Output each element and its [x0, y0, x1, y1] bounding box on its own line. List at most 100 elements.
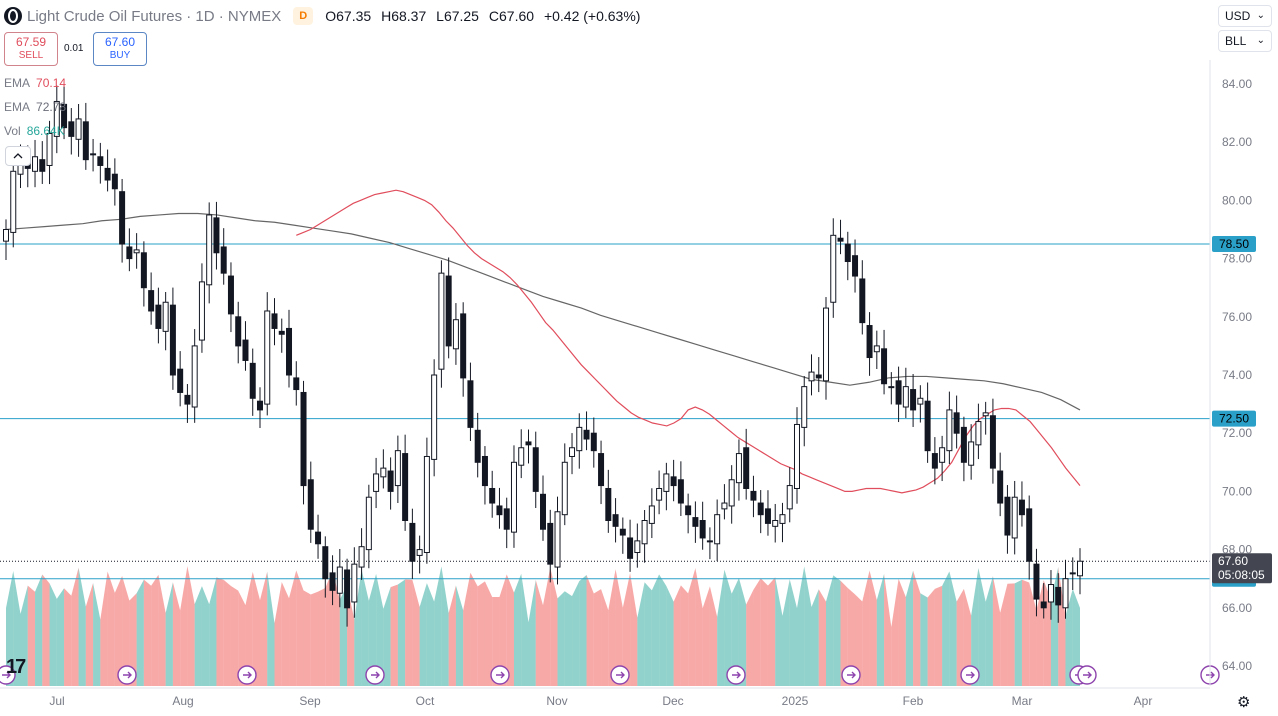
- data-badge[interactable]: D: [293, 7, 314, 25]
- chevron-up-icon: [13, 153, 23, 159]
- indicator-ema-fast[interactable]: EMA 70.14: [4, 76, 67, 90]
- candle: [496, 487, 503, 529]
- volume-segment: [289, 570, 297, 686]
- time-tick-label: Oct: [416, 694, 435, 708]
- gear-icon[interactable]: ⚙: [1237, 694, 1251, 711]
- candle: [1033, 548, 1040, 617]
- volume-segment: [644, 582, 652, 686]
- candles: [3, 85, 1083, 627]
- volume-segment: [441, 566, 449, 686]
- candle: [336, 549, 343, 608]
- level-label: 78.50: [1219, 237, 1249, 251]
- unit-select[interactable]: BLL ⌄: [1218, 30, 1272, 52]
- collapse-indicators-button[interactable]: [5, 146, 31, 166]
- candle: [111, 158, 118, 206]
- candle: [126, 228, 133, 272]
- volume-segment: [78, 567, 86, 686]
- candle: [946, 391, 953, 465]
- volume-segment: [339, 585, 348, 686]
- volume-segment: [760, 578, 768, 686]
- tradingview-logo-icon[interactable]: 17: [6, 656, 26, 678]
- volume-segment: [666, 585, 674, 686]
- volume-segment: [42, 574, 50, 686]
- arrow-right-circle-icon: [1077, 665, 1097, 685]
- symbol-logo-icon: [4, 7, 22, 25]
- candle: [757, 490, 764, 534]
- time-axis[interactable]: Jul Aug Sep Oct Nov Dec 2025 Feb Mar Apr: [0, 687, 1210, 708]
- volume-segment: [49, 583, 57, 686]
- price-axis[interactable]: 84.00 82.00 80.00 78.00 76.00 74.00 72.00 70.00…: [1209, 60, 1252, 686]
- candle: [844, 231, 851, 281]
- volume-segment: [165, 582, 173, 686]
- candle: [576, 413, 583, 469]
- candle: [68, 108, 75, 155]
- buy-price: 67.60: [104, 35, 136, 49]
- candle: [895, 366, 902, 423]
- volume-segment: [847, 587, 856, 686]
- volume-segment: [891, 578, 899, 686]
- volume-segment: [898, 578, 906, 686]
- arrow-right-circle-icon: [365, 665, 385, 685]
- price-tick-label: 82.00: [1222, 135, 1252, 149]
- ema-lines: [5, 189, 1081, 494]
- volume-segment: [354, 569, 362, 686]
- sell-button[interactable]: 67.59 SELL: [4, 32, 58, 66]
- candle: [177, 351, 184, 407]
- volume-segment: [949, 571, 957, 686]
- volume-segment: [499, 574, 507, 686]
- last-price-label: 67.60: [1218, 554, 1248, 568]
- volume-segment: [27, 585, 36, 686]
- volume-segment: [586, 575, 594, 686]
- volume-segment: [971, 567, 979, 686]
- candle: [148, 272, 155, 325]
- candle: [97, 142, 104, 184]
- candle: [881, 329, 888, 395]
- volume-segment: [252, 571, 260, 686]
- volume-segment: [6, 570, 14, 686]
- candle: [380, 449, 387, 489]
- candle: [481, 446, 488, 505]
- candle: [46, 120, 53, 185]
- volume-segment: [985, 576, 993, 686]
- candle: [1077, 548, 1083, 595]
- arrow-right-circle-icon: [726, 665, 746, 685]
- candle: [888, 372, 895, 405]
- volume-segment: [477, 581, 485, 686]
- candle: [612, 498, 619, 543]
- currency-select[interactable]: USD ⌄: [1218, 5, 1272, 27]
- indicator-ema-slow[interactable]: EMA 72.78: [4, 100, 67, 114]
- buy-button[interactable]: 67.60 BUY: [93, 32, 147, 66]
- volume-segment: [426, 583, 435, 686]
- volume-segment: [274, 581, 282, 686]
- candle: [467, 362, 474, 441]
- arrow-right-circle-icon: [841, 665, 861, 685]
- candle: [583, 411, 590, 451]
- indicator-volume[interactable]: Vol 86.64K: [4, 124, 65, 138]
- candle: [677, 461, 684, 516]
- candle: [155, 287, 162, 344]
- volume-segment: [361, 569, 369, 686]
- volume-segment: [746, 589, 754, 686]
- candle: [648, 488, 655, 539]
- candle: [982, 401, 989, 435]
- arrow-right-circle-icon: [490, 665, 510, 685]
- candle: [808, 354, 815, 396]
- volume-segment: [593, 589, 602, 686]
- volume-segment: [753, 578, 761, 686]
- volume-segment: [884, 573, 892, 686]
- volume-segment: [332, 570, 340, 686]
- candle: [627, 519, 634, 572]
- candle: [634, 523, 641, 568]
- volume-segment: [688, 568, 696, 686]
- candle: [90, 138, 97, 172]
- volume-segment: [789, 579, 797, 686]
- volume-segment: [1021, 579, 1030, 686]
- volume-segment: [455, 585, 464, 686]
- time-tick-label: Apr: [1134, 694, 1153, 708]
- arrow-right-circle-icon: [237, 665, 257, 685]
- candle: [191, 329, 198, 423]
- candle: [249, 348, 256, 416]
- symbol-title[interactable]: Light Crude Oil Futures · 1D · NYMEX: [27, 7, 282, 25]
- volume-segment: [129, 593, 137, 686]
